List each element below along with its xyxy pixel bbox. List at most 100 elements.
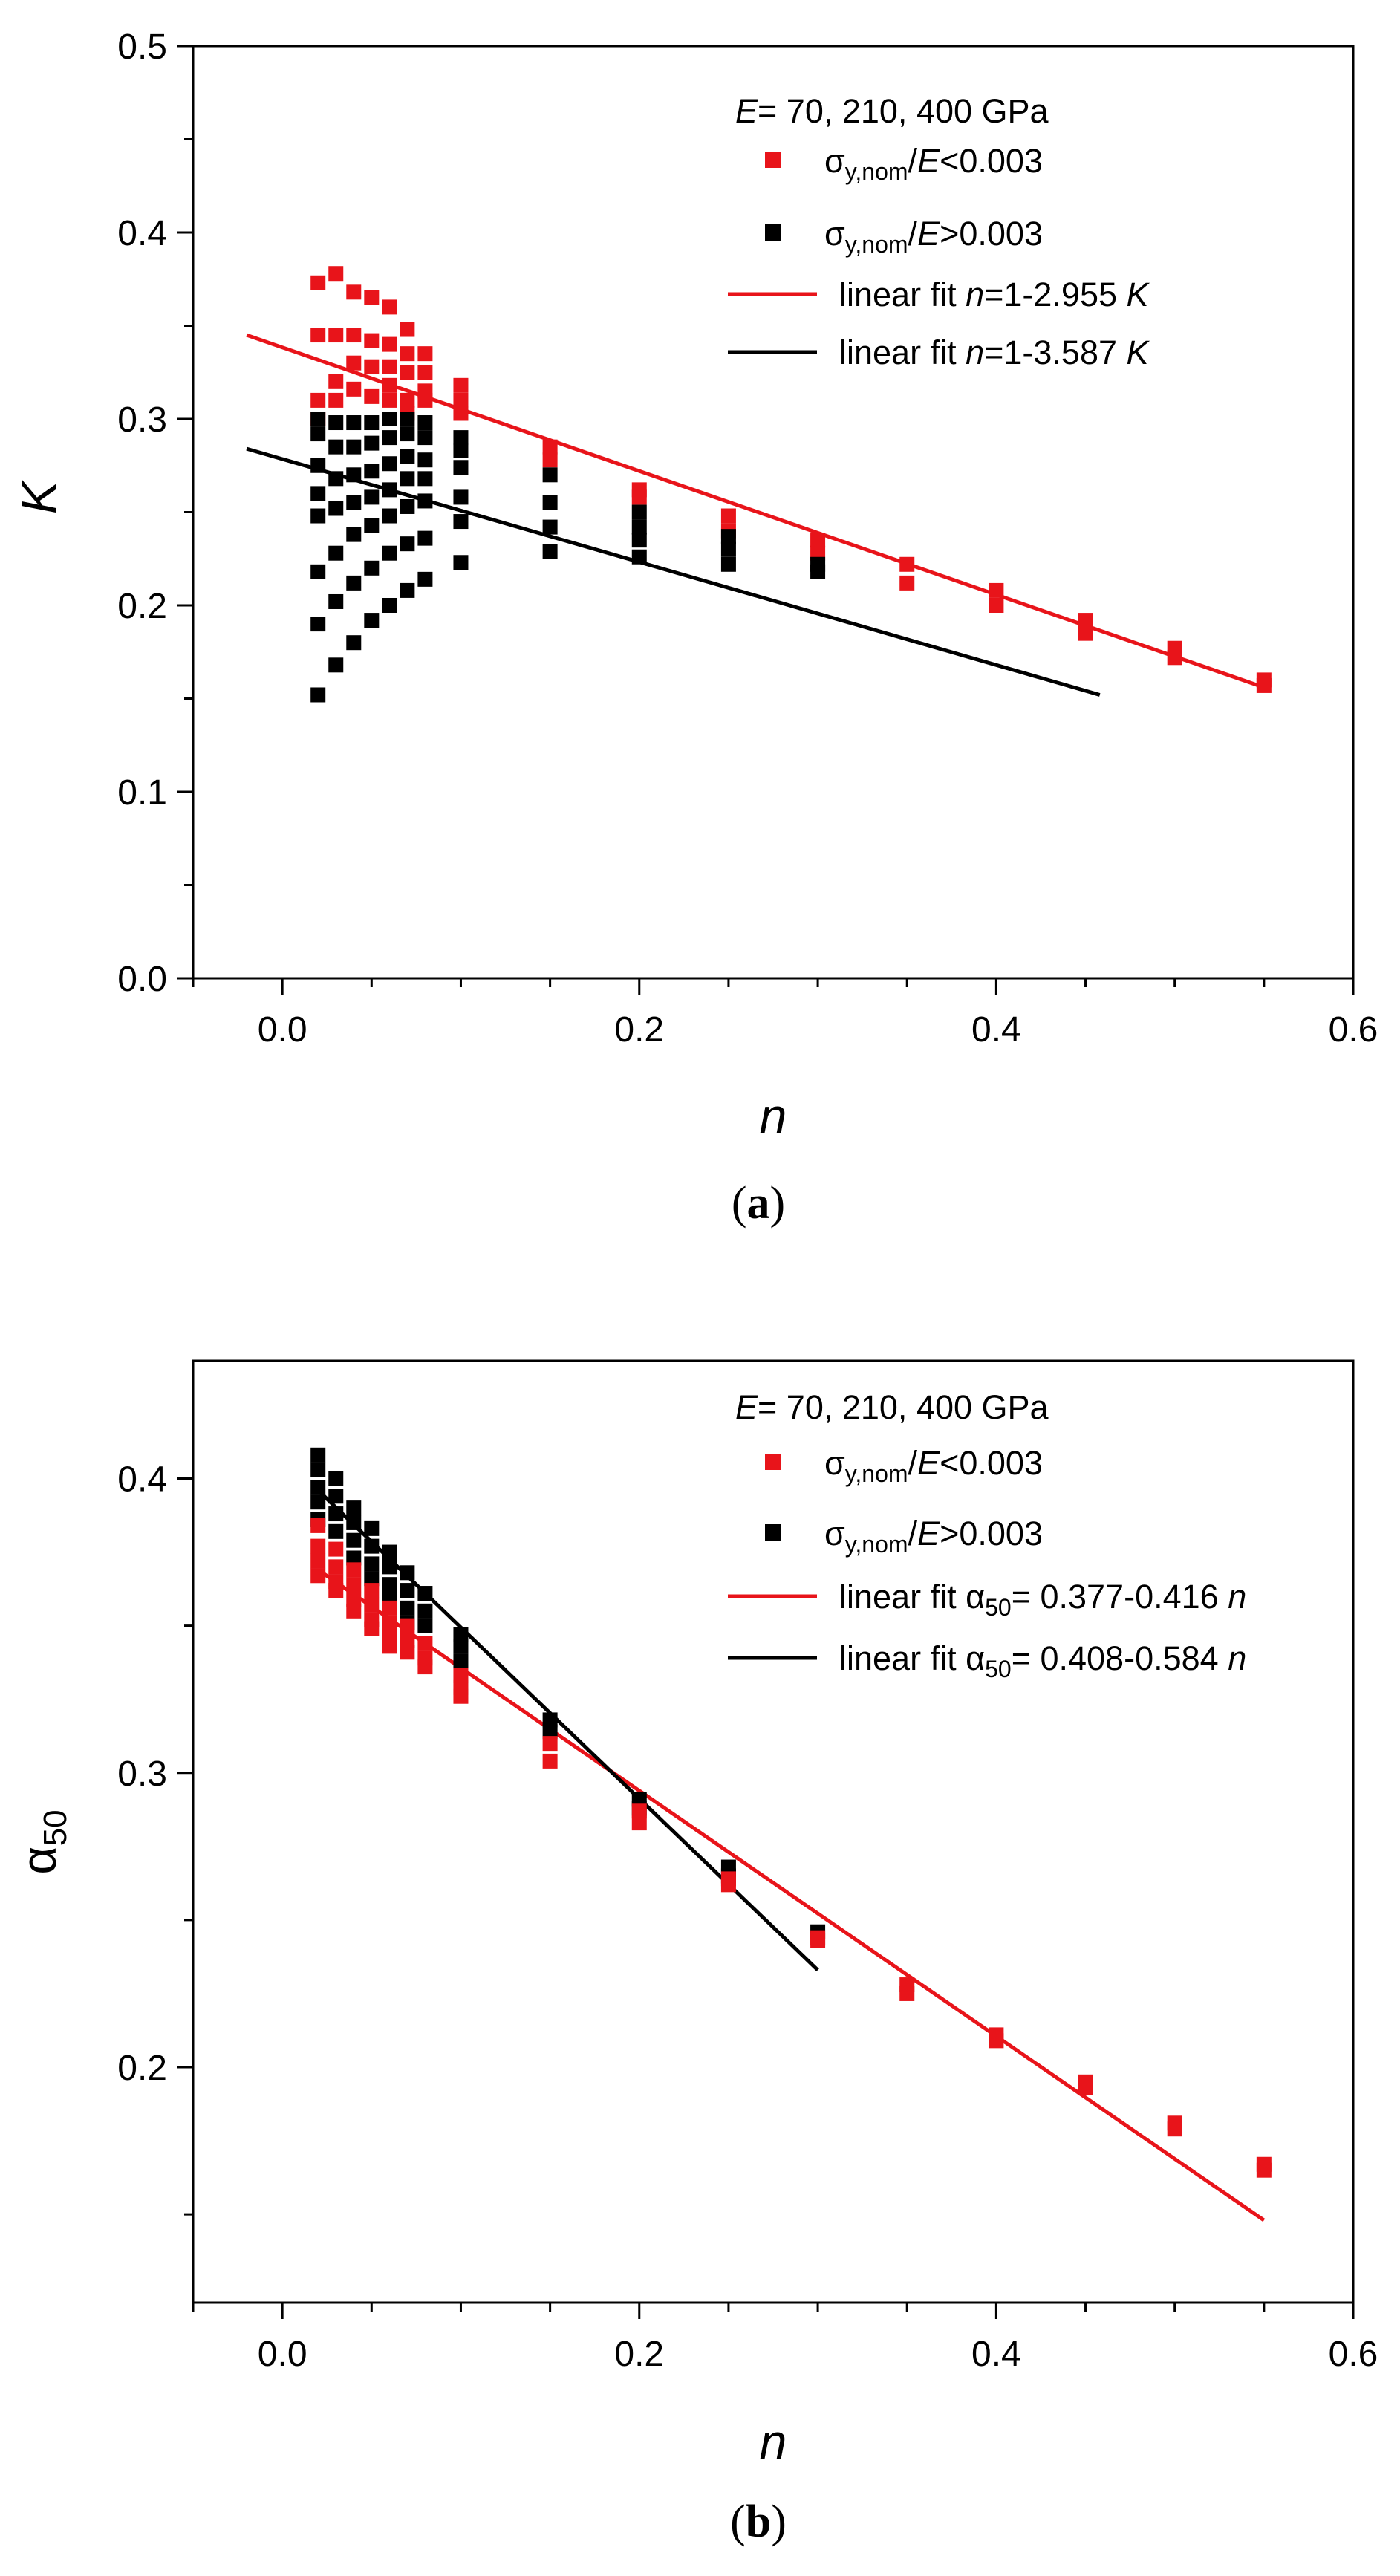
data-point-s1-4 [310,1494,326,1510]
data-point-s2-14 [364,1597,380,1613]
data-point-s2-53 [453,460,469,475]
data-point-s2-37 [810,1933,826,1948]
data-point-s1-51 [1256,677,1272,693]
data-point-s2-58 [542,495,558,510]
data-point-s1-19 [382,1559,397,1575]
data-point-s1-31 [453,1653,469,1669]
data-point-s2-3 [310,458,326,473]
panel-a: 0.0 0.2 0.4 0.6 0.0 0.1 0.2 0.3 0.4 0.5 n K E= 70, 2… [11,27,1378,1229]
data-point-s1-18 [382,1544,397,1560]
data-point-s2-46 [417,452,433,468]
data-point-s2-12 [328,501,344,516]
data-point-s2-38 [400,426,415,442]
y-tick-label: 0.1 [117,773,167,813]
legend-label-2: σy,nom/E>0.003 [824,215,1043,258]
data-point-s1-38 [720,508,736,524]
data-point-s2-28 [364,560,380,576]
data-point-s1-33 [453,406,469,421]
data-point-s2-21 [400,1618,415,1633]
data-point-s1-23 [400,1583,415,1598]
data-point-s2-45 [417,430,433,446]
panel-b: 0.0 0.2 0.4 0.6 0.2 0.3 0.4 n α50 E= 70, 210, 400… [11,1359,1378,2547]
y-tick-label: 0.3 [117,400,167,440]
data-point-s1-26 [417,1586,433,1601]
data-point-s1-7 [328,1489,344,1504]
data-point-s2-47 [1256,2162,1272,2178]
y-tick-label: 0.5 [117,27,167,67]
data-point-s1-35 [542,452,558,468]
data-point-s1-24 [400,1600,415,1616]
y-tick-label: 0.0 [117,960,167,999]
data-point-s2-20 [346,527,362,542]
data-point-s1-13 [346,1550,362,1566]
y-axis-title: α50 [11,1809,74,1874]
data-point-s2-64 [631,549,647,565]
legend-label-3: linear fit α50= 0.377-0.416 n [839,1578,1246,1621]
plot-frame [192,45,1355,980]
data-point-s2-51 [453,430,469,446]
data-point-s1-6 [328,328,344,343]
data-point-s1-41 [810,545,826,561]
data-point-s2-3 [310,1553,326,1569]
data-point-s2-8 [310,687,326,703]
data-point-s2-2 [310,1538,326,1554]
data-point-s2-7 [310,617,326,632]
data-point-s2-17 [382,1600,397,1616]
data-point-s2-30 [542,1736,558,1752]
data-point-s1-18 [382,336,397,352]
data-point-s1-44 [989,582,1004,598]
legend-label-2: σy,nom/E>0.003 [824,1515,1043,1558]
data-point-s1-14 [364,1520,380,1536]
data-point-s2-9 [346,1562,362,1578]
y-axis-title: K [11,479,66,514]
data-point-s2-62 [631,519,647,535]
legend-label-4: linear fit α50= 0.408-0.584 n [839,1639,1246,1682]
data-point-s2-6 [328,1559,344,1575]
legend-marker-2 [765,1524,781,1541]
data-point-s1-20 [382,1577,397,1593]
data-point-s2-47 [417,471,433,487]
x-tick-label: 0.2 [614,1010,664,1050]
data-point-s2-69 [810,564,826,579]
data-point-s1-19 [382,359,397,374]
data-point-s2-25 [364,464,380,479]
x-axis-title: n [760,1088,787,1143]
data-point-s1-9 [346,284,362,300]
data-point-s1-46 [1078,613,1093,628]
data-point-s2-42 [400,536,415,552]
data-point-s1-31 [453,377,469,393]
data-point-s1-23 [400,346,415,362]
data-point-s1-11 [346,1515,362,1530]
data-point-s2-16 [346,415,362,431]
data-point-s1-21 [382,392,397,408]
data-point-s1-20 [382,377,397,393]
data-point-s2-29 [364,613,380,628]
data-point-s2-23 [400,1645,415,1660]
data-point-s2-50 [417,571,433,587]
data-point-s1-17 [382,299,397,315]
data-point-s2-34 [382,508,397,524]
data-point-s1-25 [400,392,415,408]
legend-label-4: linear fit n=1-3.587 K [839,334,1150,371]
panel-label: (b) [730,2497,787,2547]
data-point-s2-1 [310,1518,326,1533]
data-point-s2-63 [631,533,647,548]
data-point-s1-34 [542,439,558,455]
data-point-s1-17 [364,1571,380,1587]
legend-label-1: σy,nom/E<0.003 [824,142,1043,185]
data-point-s1-9 [328,1523,344,1539]
data-point-s1-2 [310,1462,326,1477]
legend-label-1: σy,nom/E<0.003 [824,1444,1043,1487]
data-point-s2-66 [720,541,736,557]
y-tick-label: 0.3 [117,1754,167,1794]
data-point-s1-22 [400,1565,415,1581]
data-point-s2-14 [328,593,344,609]
data-point-s2-33 [382,482,397,498]
x-tick-label: 0.2 [614,2335,664,2374]
x-tick-label: 0.4 [971,1010,1021,1050]
data-point-s2-19 [346,495,362,510]
data-point-s2-49 [417,530,433,546]
data-point-s2-22 [400,1633,415,1648]
data-point-s2-10 [328,439,344,455]
